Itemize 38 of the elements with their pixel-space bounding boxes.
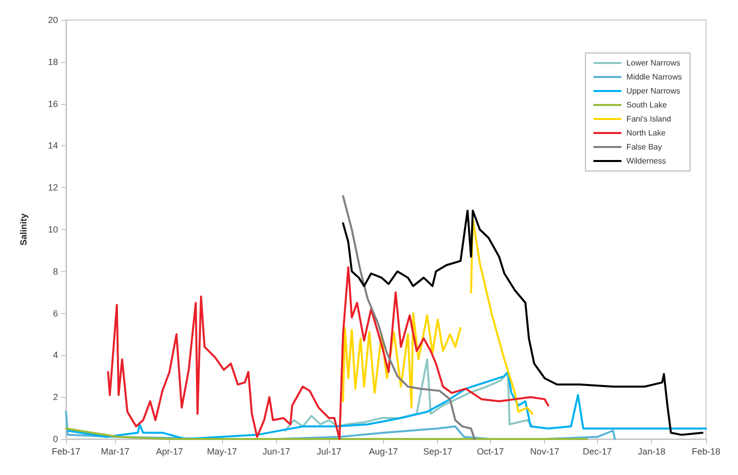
x-tick-label: Nov-17 (530, 446, 560, 456)
y-tick-label: 4 (52, 350, 58, 360)
x-tick-label: Feb-18 (692, 446, 720, 456)
line-series (107, 266, 550, 440)
y-tick-label: 10 (48, 224, 58, 234)
line-series (342, 194, 476, 440)
y-tick-label: 12 (48, 182, 58, 193)
legend-label: Middle Narrows (626, 72, 682, 82)
x-tick-label: Dec-17 (582, 446, 612, 456)
line-series (342, 210, 704, 436)
x-tick-label: Aug-17 (368, 446, 398, 456)
y-tick-label: 16 (48, 98, 58, 109)
y-tick-label: 2 (52, 392, 58, 402)
legend-label: Wilderness (626, 156, 666, 166)
line-series (65, 428, 588, 440)
legend-label: Upper Narrows (626, 86, 680, 96)
y-axis-title: Salinity (18, 213, 28, 246)
x-tick-label: Sep-17 (423, 446, 452, 456)
x-tick-label: Apr-17 (156, 446, 183, 456)
x-tick-label: Oct-17 (476, 446, 504, 456)
x-tick-label: Mar-17 (100, 446, 130, 456)
legend-label: Lower Narrows (626, 58, 680, 68)
y-tick-label: 0 (52, 434, 58, 444)
y-tick-label: 14 (48, 140, 58, 151)
legend-label: North Lake (626, 128, 666, 138)
y-tick-label: 6 (52, 308, 58, 318)
x-tick-label: Jan-18 (638, 446, 666, 456)
x-tick-label: Jun-17 (262, 446, 290, 456)
x-tick-label: Jul-17 (316, 446, 342, 456)
x-tick-label: Feb-17 (52, 446, 80, 456)
y-tick-label: 8 (52, 266, 58, 276)
y-tick-label: 20 (48, 15, 58, 25)
y-tick-label: 18 (48, 56, 58, 67)
legend-label: South Lake (626, 100, 668, 110)
line-series (284, 358, 534, 432)
legend-label: False Bay (626, 142, 662, 152)
x-tick-label: May-17 (207, 446, 238, 456)
legend-label: Fani's Island (626, 114, 672, 124)
